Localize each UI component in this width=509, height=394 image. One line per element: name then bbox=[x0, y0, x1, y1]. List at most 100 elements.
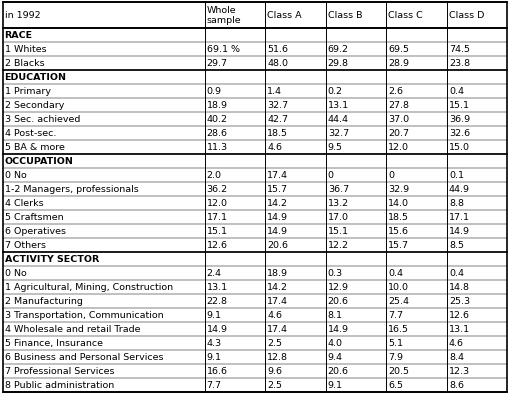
Text: 7.7: 7.7 bbox=[387, 310, 403, 320]
Text: 2 Secondary: 2 Secondary bbox=[5, 101, 64, 110]
Text: 9.1: 9.1 bbox=[206, 310, 221, 320]
Text: 69.5: 69.5 bbox=[387, 45, 409, 54]
Text: 17.0: 17.0 bbox=[327, 213, 348, 222]
Text: 1-2 Managers, professionals: 1-2 Managers, professionals bbox=[5, 185, 138, 194]
Text: 10.0: 10.0 bbox=[387, 282, 409, 292]
Text: 5 BA & more: 5 BA & more bbox=[5, 143, 64, 152]
Text: 36.7: 36.7 bbox=[327, 185, 348, 194]
Text: 12.6: 12.6 bbox=[206, 241, 227, 250]
Text: 14.0: 14.0 bbox=[387, 199, 409, 208]
Text: in 1992: in 1992 bbox=[5, 11, 40, 20]
Text: 15.0: 15.0 bbox=[448, 143, 469, 152]
Text: 17.4: 17.4 bbox=[267, 297, 288, 306]
Text: 20.5: 20.5 bbox=[387, 366, 409, 375]
Text: 2.6: 2.6 bbox=[387, 87, 403, 96]
Text: OCCUPATION: OCCUPATION bbox=[5, 157, 73, 166]
Text: 14.2: 14.2 bbox=[267, 199, 288, 208]
Text: 4.6: 4.6 bbox=[267, 310, 281, 320]
Text: 12.3: 12.3 bbox=[448, 366, 469, 375]
Text: 48.0: 48.0 bbox=[267, 59, 288, 68]
Text: 20.6: 20.6 bbox=[327, 297, 348, 306]
Text: 4 Wholesale and retail Trade: 4 Wholesale and retail Trade bbox=[5, 325, 140, 334]
Text: 12.9: 12.9 bbox=[327, 282, 348, 292]
Text: 4.6: 4.6 bbox=[267, 143, 281, 152]
Text: 16.6: 16.6 bbox=[206, 366, 227, 375]
Text: 0.9: 0.9 bbox=[206, 87, 221, 96]
Text: Whole
sample: Whole sample bbox=[206, 6, 241, 25]
Text: 7 Others: 7 Others bbox=[5, 241, 45, 250]
Text: 51.6: 51.6 bbox=[267, 45, 288, 54]
Text: 0.3: 0.3 bbox=[327, 269, 342, 278]
Text: 13.1: 13.1 bbox=[206, 282, 227, 292]
Text: 9.1: 9.1 bbox=[206, 353, 221, 362]
Text: 13.1: 13.1 bbox=[448, 325, 469, 334]
Text: 12.0: 12.0 bbox=[206, 199, 227, 208]
Text: 0: 0 bbox=[387, 171, 393, 180]
Text: Class D: Class D bbox=[448, 11, 484, 20]
Text: 7.9: 7.9 bbox=[387, 353, 403, 362]
Text: 15.1: 15.1 bbox=[327, 227, 348, 236]
Text: 18.9: 18.9 bbox=[267, 269, 288, 278]
Text: 74.5: 74.5 bbox=[448, 45, 469, 54]
Text: 14.8: 14.8 bbox=[448, 282, 469, 292]
Text: 32.7: 32.7 bbox=[267, 101, 288, 110]
Text: EDUCATION: EDUCATION bbox=[5, 73, 67, 82]
Text: 20.7: 20.7 bbox=[387, 129, 409, 138]
Text: ACTIVITY SECTOR: ACTIVITY SECTOR bbox=[5, 255, 99, 264]
Text: 11.3: 11.3 bbox=[206, 143, 227, 152]
Text: 0.1: 0.1 bbox=[448, 171, 463, 180]
Text: 22.8: 22.8 bbox=[206, 297, 227, 306]
Text: 0 No: 0 No bbox=[5, 171, 26, 180]
Text: 12.8: 12.8 bbox=[267, 353, 288, 362]
Text: 8 Public administration: 8 Public administration bbox=[5, 381, 114, 390]
Text: 69.1 %: 69.1 % bbox=[206, 45, 239, 54]
Text: 18.5: 18.5 bbox=[267, 129, 288, 138]
Text: 69.2: 69.2 bbox=[327, 45, 348, 54]
Text: 25.4: 25.4 bbox=[387, 297, 409, 306]
Text: 3 Transportation, Communication: 3 Transportation, Communication bbox=[5, 310, 163, 320]
Text: Class B: Class B bbox=[327, 11, 361, 20]
Text: 32.6: 32.6 bbox=[448, 129, 469, 138]
Text: 15.6: 15.6 bbox=[387, 227, 409, 236]
Text: 13.2: 13.2 bbox=[327, 199, 348, 208]
Text: 4 Post-sec.: 4 Post-sec. bbox=[5, 129, 56, 138]
Text: 2.5: 2.5 bbox=[267, 381, 281, 390]
Text: 17.1: 17.1 bbox=[206, 213, 227, 222]
Text: 16.5: 16.5 bbox=[387, 325, 409, 334]
Text: 9.6: 9.6 bbox=[267, 366, 281, 375]
Text: 1 Whites: 1 Whites bbox=[5, 45, 46, 54]
Text: 18.5: 18.5 bbox=[387, 213, 409, 222]
Text: 14.2: 14.2 bbox=[267, 282, 288, 292]
Text: 6 Business and Personal Services: 6 Business and Personal Services bbox=[5, 353, 163, 362]
Text: 2 Blacks: 2 Blacks bbox=[5, 59, 44, 68]
Text: 14.9: 14.9 bbox=[267, 227, 288, 236]
Text: 0: 0 bbox=[327, 171, 333, 180]
Text: 14.9: 14.9 bbox=[206, 325, 227, 334]
Text: 15.7: 15.7 bbox=[387, 241, 409, 250]
Text: 2.4: 2.4 bbox=[206, 269, 221, 278]
Text: 15.1: 15.1 bbox=[206, 227, 227, 236]
Text: 12.0: 12.0 bbox=[387, 143, 409, 152]
Text: 17.4: 17.4 bbox=[267, 325, 288, 334]
Text: 15.7: 15.7 bbox=[267, 185, 288, 194]
Text: 5 Craftsmen: 5 Craftsmen bbox=[5, 213, 63, 222]
Text: 44.9: 44.9 bbox=[448, 185, 469, 194]
Text: 0.4: 0.4 bbox=[387, 269, 403, 278]
Text: 5 Finance, Insurance: 5 Finance, Insurance bbox=[5, 338, 102, 348]
Text: 20.6: 20.6 bbox=[267, 241, 288, 250]
Text: 28.9: 28.9 bbox=[387, 59, 409, 68]
Text: 8.8: 8.8 bbox=[448, 199, 463, 208]
Text: 7.7: 7.7 bbox=[206, 381, 221, 390]
Text: 27.8: 27.8 bbox=[387, 101, 409, 110]
Text: 12.6: 12.6 bbox=[448, 310, 469, 320]
Text: 29.8: 29.8 bbox=[327, 59, 348, 68]
Text: 6 Operatives: 6 Operatives bbox=[5, 227, 66, 236]
Text: 6.5: 6.5 bbox=[387, 381, 403, 390]
Text: 9.5: 9.5 bbox=[327, 143, 342, 152]
Text: 0.2: 0.2 bbox=[327, 87, 342, 96]
Text: 32.9: 32.9 bbox=[387, 185, 409, 194]
Text: 13.1: 13.1 bbox=[327, 101, 348, 110]
Text: 14.9: 14.9 bbox=[327, 325, 348, 334]
Text: 8.4: 8.4 bbox=[448, 353, 463, 362]
Text: 36.9: 36.9 bbox=[448, 115, 469, 124]
